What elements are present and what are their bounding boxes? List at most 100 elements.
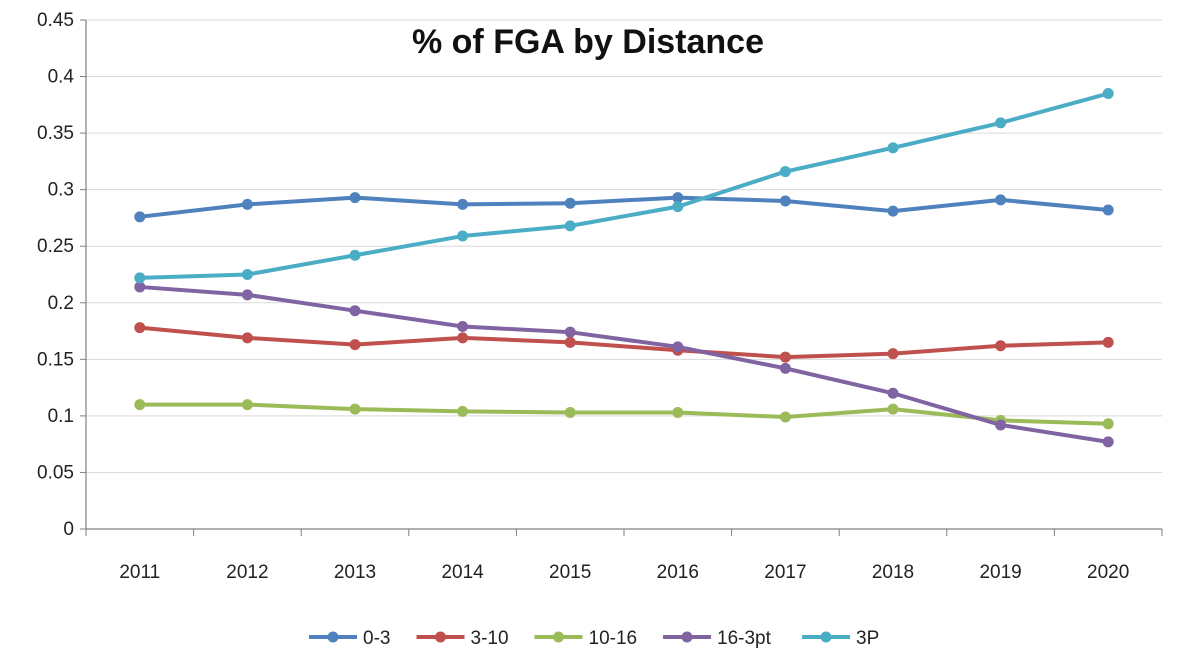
x-tick-label: 2013	[334, 562, 376, 583]
data-point	[241, 289, 253, 301]
data-point	[134, 399, 146, 411]
y-tick-label: 0.35	[37, 123, 74, 144]
legend-marker	[820, 631, 832, 643]
legend-label: 0-3	[363, 628, 390, 649]
legend-label: 3-10	[471, 628, 509, 649]
data-point	[457, 230, 469, 242]
y-tick-label: 0.45	[37, 10, 74, 31]
y-tick-label: 0.05	[37, 462, 74, 483]
legend-label: 3P	[856, 628, 879, 649]
legend-item: 3-10	[416, 628, 509, 649]
data-point	[241, 269, 253, 280]
series-10-16	[134, 399, 1114, 430]
data-point	[349, 403, 361, 415]
series-line	[137, 195, 1111, 219]
legend-label: 16-3pt	[717, 628, 772, 649]
data-point	[564, 326, 576, 338]
data-point	[995, 117, 1007, 129]
data-point	[134, 322, 146, 334]
data-point	[672, 406, 684, 418]
data-point	[887, 403, 899, 415]
data-point	[779, 351, 791, 363]
legend-marker	[327, 631, 339, 643]
legend-item: 10-16	[534, 628, 638, 649]
data-point	[564, 197, 576, 209]
data-point	[1102, 436, 1114, 448]
series-0-3	[134, 192, 1114, 223]
x-tick-label: 2014	[441, 562, 484, 583]
data-point	[779, 166, 791, 178]
gridlines	[86, 19, 1162, 473]
data-point	[887, 387, 899, 399]
series-lines	[134, 88, 1114, 448]
series-16-3pt	[134, 281, 1114, 448]
data-point	[134, 272, 146, 284]
data-point	[349, 339, 361, 351]
y-tick-label: 0.15	[37, 349, 74, 370]
data-point	[349, 305, 361, 317]
y-tick-label: 0.3	[48, 180, 74, 201]
data-point	[241, 399, 253, 411]
x-tick-labels: 2011 2012 2013 2014 2015 2016 2017 2018 2019 2020	[119, 562, 1129, 583]
data-point	[779, 411, 791, 423]
data-point	[887, 205, 899, 217]
data-point	[1102, 418, 1114, 430]
data-point	[779, 195, 791, 207]
series-line	[137, 284, 1111, 444]
data-point	[887, 348, 899, 360]
series-line	[137, 91, 1111, 280]
axes	[80, 19, 1163, 536]
data-point	[564, 336, 576, 348]
legend-marker	[553, 631, 564, 643]
series-line	[137, 325, 1111, 360]
series-3-10	[134, 322, 1114, 363]
data-point	[672, 341, 684, 353]
data-point	[1102, 336, 1114, 348]
data-point	[887, 142, 899, 154]
legend-marker	[435, 631, 446, 643]
data-point	[457, 321, 469, 333]
x-tick-label: 2019	[979, 562, 1021, 583]
data-point	[672, 192, 684, 204]
x-tick-label: 2012	[226, 562, 268, 583]
data-point	[564, 406, 576, 418]
chart-title: % of FGA by Distance	[412, 23, 764, 61]
y-tick-label: 0.4	[48, 67, 75, 88]
y-tick-label: 0	[63, 519, 74, 540]
x-tick-label: 2015	[549, 562, 591, 583]
data-point	[241, 198, 253, 210]
data-point	[1102, 204, 1114, 216]
x-tick-label: 2020	[1087, 562, 1129, 583]
legend-marker	[681, 631, 693, 643]
data-point	[349, 249, 361, 261]
y-tick-label: 0.1	[48, 406, 74, 427]
data-point	[134, 211, 146, 223]
data-point	[995, 194, 1007, 206]
x-tick-label: 2011	[119, 562, 160, 583]
x-tick-label: 2017	[764, 562, 806, 583]
y-tick-label: 0.25	[37, 236, 74, 257]
data-point	[457, 198, 469, 210]
series-3P	[134, 88, 1114, 284]
y-tick-label: 0.2	[48, 293, 74, 314]
data-point	[134, 281, 146, 293]
data-point	[564, 220, 576, 232]
legend-label: 10-16	[589, 628, 638, 649]
legend-item: 0-3	[309, 628, 390, 649]
x-tick-label: 2016	[657, 562, 699, 583]
data-point	[457, 405, 469, 417]
x-tick-label: 2018	[872, 562, 914, 583]
series-line	[137, 402, 1111, 426]
data-point	[672, 201, 684, 213]
legend-item: 16-3pt	[663, 628, 772, 649]
data-point	[349, 192, 361, 204]
data-point	[241, 332, 253, 344]
y-tick-labels: 0 0.05 0.1 0.15 0.2 0.25 0.3 0.35 0.4 0.45	[37, 10, 74, 540]
data-point	[457, 332, 469, 344]
legend-item: 3P	[802, 628, 879, 649]
legend: 0-3 3-10 10-16 16-3pt 3P	[309, 628, 879, 649]
data-point	[995, 419, 1007, 431]
data-point	[779, 362, 791, 374]
